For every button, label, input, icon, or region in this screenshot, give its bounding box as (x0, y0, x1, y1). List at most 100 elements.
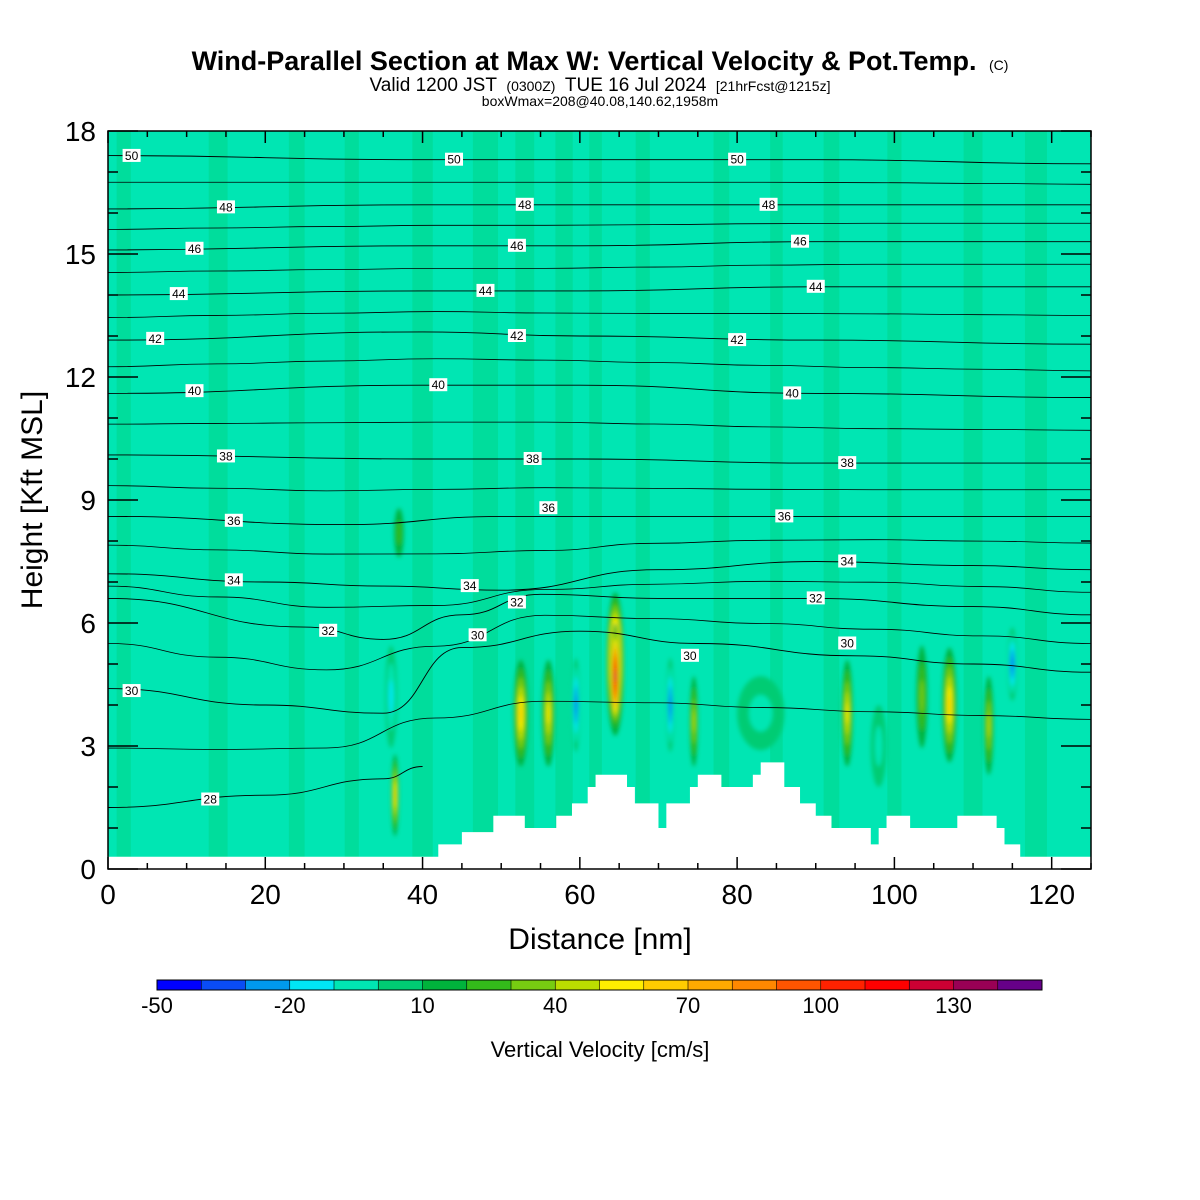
valid-time-line: Valid 1200 JST (0300Z) TUE 16 Jul 2024 [… (370, 75, 831, 96)
x-tick-label: 60 (564, 879, 595, 910)
contour-label-bg (838, 456, 857, 470)
theta-contour-minor (108, 181, 1091, 185)
velocity-features (385, 508, 1018, 837)
velocity-streak (208, 131, 228, 869)
velocity-cell (692, 710, 695, 733)
contour-label: 30 (125, 684, 139, 698)
velocity-cell (874, 725, 883, 767)
colorbar-swatch (997, 980, 1043, 990)
y-tick-label: 6 (80, 608, 96, 639)
colorbar-tick-label: 10 (410, 993, 434, 1018)
velocity-cell (394, 788, 396, 803)
colorbar-swatch (511, 980, 556, 990)
theta-contour-minor (108, 263, 1091, 273)
velocity-cell (748, 694, 773, 732)
theta-contour-minor (108, 700, 1091, 750)
contour-label: 38 (219, 449, 233, 463)
colorbar-swatch (865, 980, 910, 990)
contour-label-bg (201, 792, 220, 806)
colorbar-title: Vertical Velocity [cm/s] (491, 1037, 710, 1062)
theta-contour-labels: 28 30 32 34 36 38 40 42 44 46 48 50 50 50 48 48 46 46 44 44… (122, 148, 857, 807)
contour-label-bg (122, 684, 141, 698)
contour-label: 44 (479, 284, 493, 298)
contour-label: 50 (447, 153, 461, 167)
contour-label: 40 (432, 378, 446, 392)
x-tick-label: 80 (722, 879, 753, 910)
x-tick-labels: 0 20 40 60 80 100 120 (100, 879, 1075, 910)
contour-label-bg (507, 329, 526, 342)
velocity-cell (1011, 656, 1014, 672)
contour-label-bg (216, 449, 235, 463)
contour-label-bg (806, 279, 825, 293)
velocity-streak (472, 131, 499, 869)
colorbar-swatch (157, 980, 202, 990)
contour-label: 32 (510, 596, 524, 610)
contour-label-bg (460, 579, 479, 593)
contour-label: 50 (125, 149, 139, 163)
contour-label: 42 (730, 333, 744, 347)
colorbar-swatch (909, 980, 954, 990)
axis-ticks (107, 130, 1092, 870)
colorbar-swatch (599, 980, 645, 990)
colorbar-tick-label: 70 (676, 993, 700, 1018)
theta-contour-minor (108, 539, 1091, 555)
contour-label: 42 (149, 332, 163, 346)
contour-label-bg (476, 283, 495, 297)
colorbar-tick-label: 40 (543, 993, 567, 1018)
contour-label: 32 (322, 624, 336, 638)
contour-label: 40 (785, 386, 799, 400)
colorbar-tick-label: -50 (141, 993, 173, 1018)
velocity-cell (669, 695, 672, 715)
terrain-mask (108, 762, 1091, 869)
theta-contour-minor (108, 358, 1091, 372)
contour-label: 38 (841, 456, 855, 470)
velocity-cell (987, 713, 990, 738)
contour-label-bg (169, 287, 188, 301)
velocity-streak (589, 131, 602, 869)
colorbar-tick-label: 100 (802, 993, 839, 1018)
colorbar-swatch (776, 980, 822, 990)
plot-area: 28 30 32 34 36 38 40 42 44 46 48 50 50 50 48 48 46 46 44 44… (108, 131, 1091, 869)
y-tick-label: 9 (80, 485, 96, 516)
contour-label: 34 (463, 579, 477, 593)
velocity-cell (396, 520, 402, 546)
contour-label-bg (539, 501, 558, 515)
theta-contour-32 (108, 593, 1091, 640)
contour-label: 48 (518, 198, 532, 212)
x-axis-label: Distance [nm] (508, 923, 691, 956)
velocity-streak (344, 131, 359, 869)
theta-contour-40 (108, 384, 1091, 398)
contour-label-bg (523, 452, 542, 465)
contour-label: 40 (188, 384, 202, 398)
contour-label: 44 (172, 287, 186, 301)
theta-contours (108, 155, 1091, 808)
velocity-streak (412, 131, 433, 869)
contour-label: 36 (542, 501, 556, 515)
contour-label-bg (319, 623, 338, 637)
contour-label: 46 (188, 242, 202, 256)
contour-label-bg (122, 148, 141, 162)
velocity-streak (887, 131, 902, 869)
colorbar-swatch (422, 980, 468, 990)
y-tick-label: 12 (65, 362, 96, 393)
contour-label-bg (838, 636, 857, 650)
contour-label-bg (185, 384, 204, 398)
colorbar-swatch (643, 980, 689, 990)
y-tick-labels: 0 3 6 9 12 15 18 (65, 116, 96, 885)
plot-background (108, 131, 1091, 869)
contour-label: 48 (219, 200, 233, 214)
theta-contour-minor (108, 614, 1091, 671)
y-tick-label: 3 (80, 731, 96, 762)
colorbar-swatch (555, 980, 600, 990)
contour-label-bg (468, 628, 487, 642)
contour-label-bg (515, 197, 534, 211)
theta-contour-44 (108, 286, 1091, 296)
x-tick-label: 0 (100, 879, 116, 910)
contour-label-bg (224, 513, 243, 527)
chart-title: Wind-Parallel Section at Max W: Vertical… (192, 46, 1009, 76)
contour-label: 36 (778, 509, 792, 523)
contour-label: 34 (227, 573, 241, 587)
velocity-streak (963, 131, 983, 869)
colorbar-swatch (289, 980, 335, 990)
